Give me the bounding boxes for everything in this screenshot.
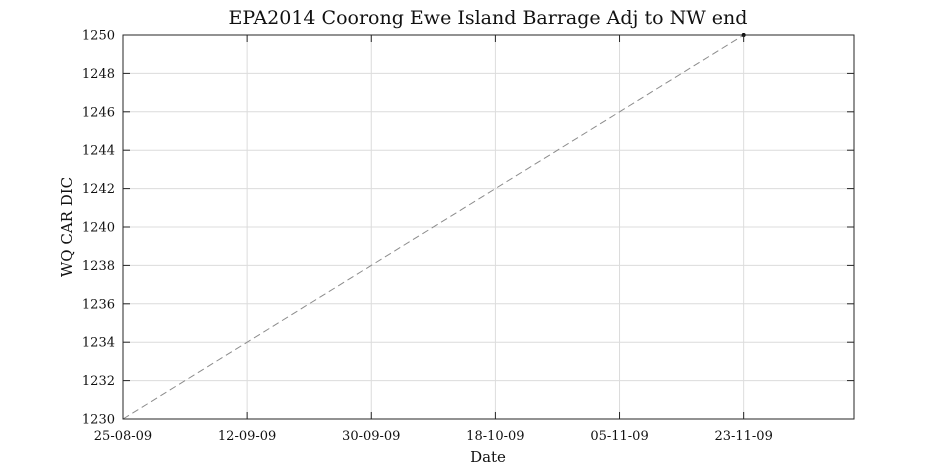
x-tick-labels: 25-08-09 12-09-09 30-09-09 18-10-09 05-11-09…	[94, 429, 773, 444]
y-tick-labels: 1230 1232 1234 1236 1238 1240 1242 1244 1246 1248…	[82, 29, 115, 428]
y-tick-label: 1242	[82, 182, 115, 197]
x-tick-label: 18-10-09	[466, 429, 524, 444]
y-tick-label: 1238	[82, 259, 115, 274]
y-tick-label: 1230	[82, 413, 115, 428]
y-tick-label: 1236	[82, 297, 115, 312]
y-tick-label: 1240	[82, 221, 115, 236]
x-axis-label: Date	[470, 448, 506, 466]
chart-title: EPA2014 Coorong Ewe Island Barrage Adj t…	[229, 7, 748, 29]
y-tick-label: 1250	[82, 29, 115, 44]
x-tick-label: 25-08-09	[94, 429, 152, 444]
x-tick-label: 12-09-09	[218, 429, 276, 444]
series-line	[122, 34, 744, 420]
y-tick-label: 1234	[82, 336, 115, 351]
x-tick-label: 30-09-09	[342, 429, 400, 444]
y-tick-label: 1248	[82, 67, 115, 82]
x-tick-label: 05-11-09	[590, 429, 648, 444]
y-tick-label: 1232	[82, 374, 115, 389]
y-tick-label: 1244	[82, 144, 115, 159]
y-axis-label: WQ CAR DIC	[58, 177, 76, 277]
tick-marks	[122, 34, 854, 420]
x-tick-label: 23-11-09	[714, 429, 772, 444]
y-tick-label: 1246	[82, 105, 115, 120]
